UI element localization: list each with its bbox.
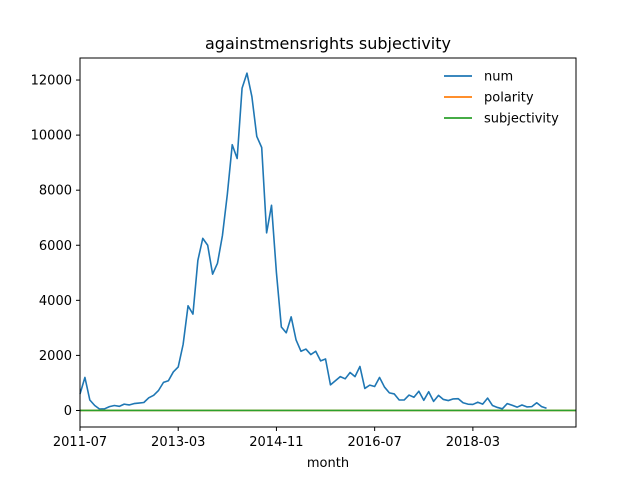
y-tick-label: 10000 [31,129,72,144]
y-tick-label: 12000 [31,74,72,89]
plot-area: 0 2000 4000 6000 8000 10000 12000 2011-07 2013-0… [31,57,577,450]
y-tick-label: 8000 [39,184,72,199]
x-tick-label: 2014-11 [249,435,303,450]
x-axis-label: month [307,456,349,471]
series-line-num [79,72,547,410]
legend-label-num: num [484,70,513,85]
chart-title: againstmensrights subjectivity [205,34,451,53]
x-tick-label: 2013-03 [151,435,205,450]
legend: num polarity subjectivity [444,70,559,127]
x-tick-label: 2011-07 [53,435,107,450]
legend-label-polarity: polarity [484,91,534,106]
y-tick-label: 6000 [39,239,72,254]
y-tick-label: 4000 [39,294,72,309]
x-tick-label: 2016-07 [347,435,401,450]
legend-label-subjectivity: subjectivity [484,112,559,127]
y-tick-label: 0 [64,404,72,419]
x-tick-label: 2018-03 [446,435,500,450]
axes-frame [79,57,577,428]
y-tick-label: 2000 [39,349,72,364]
